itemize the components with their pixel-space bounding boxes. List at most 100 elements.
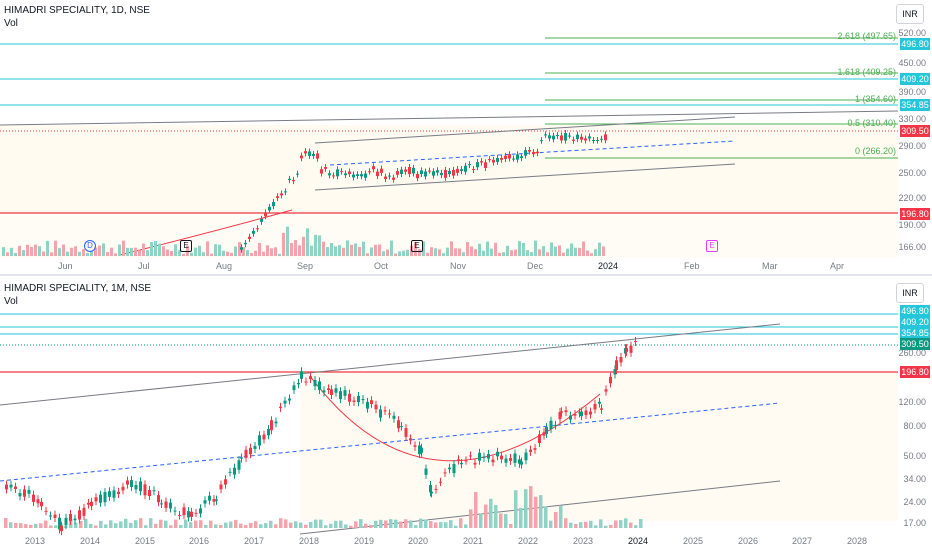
- volume-bar: [234, 519, 238, 528]
- candle-body: [516, 154, 519, 160]
- dividend-marker[interactable]: D: [84, 240, 96, 252]
- volume-bar: [250, 253, 253, 256]
- candle-body: [288, 178, 291, 181]
- y-tick: 220.00: [898, 193, 926, 203]
- volume-bar: [426, 252, 429, 256]
- candle-body: [491, 459, 495, 463]
- volume-bar: [134, 247, 137, 256]
- volume-bar: [249, 522, 253, 528]
- candle-body: [424, 468, 428, 475]
- volume-bar: [504, 514, 508, 528]
- x-tick: 2019: [354, 536, 375, 546]
- monthly-chart-pane[interactable]: HIMADRI SPECIALITY, 1M, NSE Vol INR 496.…: [0, 276, 932, 550]
- x-tick: 2026: [738, 536, 759, 546]
- volume-bar: [454, 248, 457, 256]
- monthly-volume-label: Vol: [4, 296, 18, 307]
- volume-bar: [518, 241, 521, 256]
- candle-body: [568, 135, 571, 137]
- volume-bar: [490, 248, 493, 256]
- monthly-currency-button[interactable]: INR: [896, 283, 924, 303]
- monthly-chart-canvas[interactable]: [0, 276, 932, 550]
- candle-body: [36, 499, 40, 504]
- upcoming-earnings-marker[interactable]: E: [706, 240, 718, 252]
- candle-body: [272, 201, 275, 207]
- candle-body: [249, 447, 252, 455]
- volume-bar: [559, 505, 563, 528]
- candle-body: [404, 428, 408, 437]
- volume-bar: [344, 524, 348, 528]
- x-tick: Sep: [297, 261, 314, 271]
- candle-body: [509, 458, 512, 461]
- candle-body: [404, 169, 407, 172]
- volume-bar: [594, 249, 597, 256]
- candle-body: [413, 445, 417, 447]
- candle-body: [117, 491, 120, 495]
- earnings-marker[interactable]: E: [180, 240, 192, 252]
- candle-body: [44, 510, 48, 512]
- candle-body: [379, 409, 382, 418]
- daily-currency-button[interactable]: INR: [896, 4, 924, 24]
- volume-bar: [10, 247, 13, 256]
- volume-bar: [539, 495, 543, 528]
- volume-bar: [389, 519, 393, 528]
- volume-bar: [274, 524, 278, 528]
- candle-body: [554, 424, 557, 426]
- volume-bar: [594, 525, 598, 528]
- y-tick: 330.00: [898, 114, 926, 124]
- candle-body: [396, 171, 399, 175]
- candle-body: [324, 167, 327, 169]
- daily-chart-pane[interactable]: HIMADRI SPECIALITY, 1D, NSE Vol INR 520.…: [0, 0, 932, 274]
- channel-mid: [0, 402, 781, 482]
- price-label-496: 496.80: [900, 305, 930, 317]
- volume-bar: [359, 519, 363, 528]
- candle-body: [430, 491, 433, 494]
- volume-bar: [34, 523, 38, 528]
- candle-body: [464, 165, 467, 172]
- candle-body: [49, 515, 52, 517]
- volume-bar: [119, 521, 123, 528]
- candle-body: [267, 429, 270, 436]
- daily-chart-canvas[interactable]: [0, 0, 932, 274]
- volume-bar: [74, 522, 78, 528]
- candle-body: [173, 510, 177, 512]
- x-tick: Nov: [450, 261, 467, 271]
- candle-body: [452, 169, 455, 176]
- candle-body: [356, 174, 359, 176]
- price-label-354: 354.85: [900, 99, 930, 111]
- volume-bar: [294, 240, 297, 256]
- volume-bar: [150, 241, 153, 256]
- candle-body: [73, 518, 77, 521]
- earnings-marker[interactable]: E: [411, 240, 423, 252]
- pane-divider[interactable]: [0, 274, 932, 276]
- candle-body: [328, 173, 331, 176]
- volume-bar: [230, 252, 233, 256]
- candle-body: [316, 153, 319, 159]
- volume-bar: [399, 521, 403, 528]
- volume-bar: [619, 520, 623, 528]
- volume-bar: [450, 241, 453, 256]
- volume-bar: [14, 252, 17, 256]
- volume-bar: [614, 520, 618, 528]
- volume-bar: [139, 518, 143, 528]
- candle-body: [615, 360, 618, 370]
- candle-body: [500, 455, 503, 460]
- x-tick: 2023: [573, 536, 594, 546]
- volume-bar: [2, 247, 5, 256]
- volume-bar: [544, 506, 548, 528]
- y-tick: 80.00: [903, 421, 926, 431]
- volume-bar: [214, 524, 218, 528]
- volume-bar: [26, 244, 29, 256]
- candle-body: [400, 169, 403, 174]
- volume-bar: [382, 251, 385, 256]
- candle-body: [264, 212, 267, 217]
- candle-body: [520, 156, 523, 159]
- candle-body: [460, 169, 463, 172]
- volume-bar: [354, 243, 357, 256]
- volume-bar: [210, 253, 213, 256]
- volume-bar: [384, 520, 388, 528]
- candle-body: [448, 170, 451, 174]
- volume-bar: [122, 240, 125, 256]
- candle-body: [487, 453, 490, 459]
- volume-bar: [339, 520, 343, 528]
- price-label-409: 409.20: [900, 316, 930, 328]
